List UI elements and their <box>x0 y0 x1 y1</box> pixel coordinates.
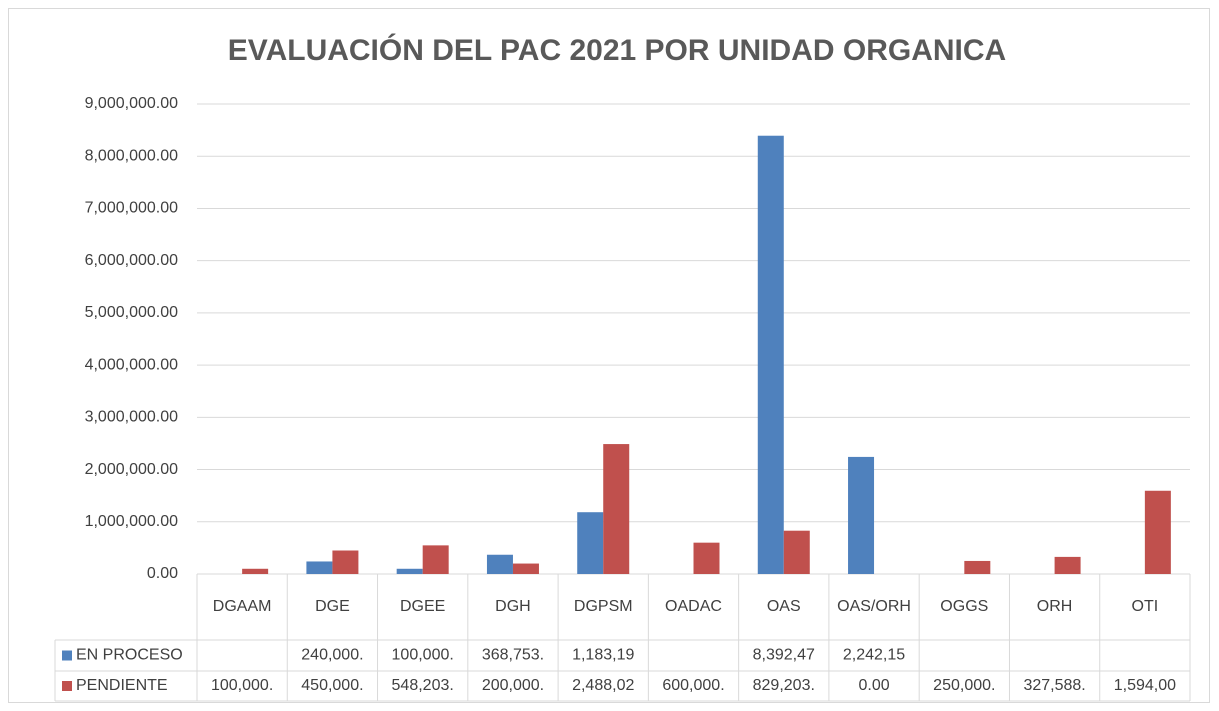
table-value: 548,203. <box>392 677 454 694</box>
y-tick-label: 9,000,000.00 <box>85 95 179 112</box>
bar <box>603 444 630 574</box>
bar <box>1144 490 1171 574</box>
y-tick-label: 1,000,000.00 <box>85 513 179 530</box>
table-value: 600,000. <box>662 677 724 694</box>
bar <box>783 530 810 574</box>
bar <box>512 563 539 574</box>
x-tick-label: DGH <box>495 598 531 615</box>
table-value: 8,392,47 <box>753 647 815 664</box>
x-tick-label: OTI <box>1132 598 1159 615</box>
bar <box>396 568 423 574</box>
x-tick-label: ORH <box>1037 598 1073 615</box>
table-value: 1,183,19 <box>572 647 634 664</box>
y-tick-label: 7,000,000.00 <box>85 200 179 217</box>
table-value: 250,000. <box>933 677 995 694</box>
y-tick-label: 0.00 <box>147 565 178 582</box>
x-tick-label: OGGS <box>940 598 988 615</box>
chart-title: EVALUACIÓN DEL PAC 2021 POR UNIDAD ORGAN… <box>228 33 1006 67</box>
x-tick-label: OAS <box>767 598 801 615</box>
y-tick-label: 2,000,000.00 <box>85 461 179 478</box>
x-tick-label: DGPSM <box>574 598 633 615</box>
y-tick-label: 3,000,000.00 <box>85 409 179 426</box>
bar <box>577 512 604 574</box>
table-value: 0.00 <box>858 677 889 694</box>
table-value: 100,000. <box>392 647 454 664</box>
table-value: 2,488,02 <box>572 677 634 694</box>
legend-label: EN PROCESO <box>76 647 183 664</box>
bar <box>486 554 513 574</box>
y-tick-label: 6,000,000.00 <box>85 252 179 269</box>
legend-key <box>62 681 72 691</box>
bar <box>693 542 720 574</box>
table-value: 240,000. <box>301 647 363 664</box>
bar <box>848 456 875 574</box>
bar <box>306 561 333 574</box>
bar <box>422 545 449 574</box>
table-value: 327,588. <box>1023 677 1085 694</box>
table-value: 450,000. <box>301 677 363 694</box>
x-tick-label: OADAC <box>665 598 722 615</box>
table-value: 1,594,00 <box>1114 677 1176 694</box>
x-tick-label: DGEE <box>400 598 445 615</box>
table-value: 100,000. <box>211 677 273 694</box>
bar <box>332 550 359 574</box>
legend-key <box>62 650 72 661</box>
x-tick-label: OAS/ORH <box>837 598 911 615</box>
bar <box>964 560 991 574</box>
bar <box>757 135 784 574</box>
bar <box>1054 556 1081 574</box>
table-value: 200,000. <box>482 677 544 694</box>
bar <box>242 568 269 574</box>
x-tick-label: DGAAM <box>213 598 272 615</box>
x-tick-label: DGE <box>315 598 350 615</box>
y-tick-label: 4,000,000.00 <box>85 356 179 373</box>
table-value: 2,242,15 <box>843 647 905 664</box>
y-tick-label: 5,000,000.00 <box>85 304 179 321</box>
table-value: 829,203. <box>753 677 815 694</box>
table-value: 368,753. <box>482 647 544 664</box>
y-tick-label: 8,000,000.00 <box>85 147 179 164</box>
legend-label: PENDIENTE <box>76 677 168 694</box>
